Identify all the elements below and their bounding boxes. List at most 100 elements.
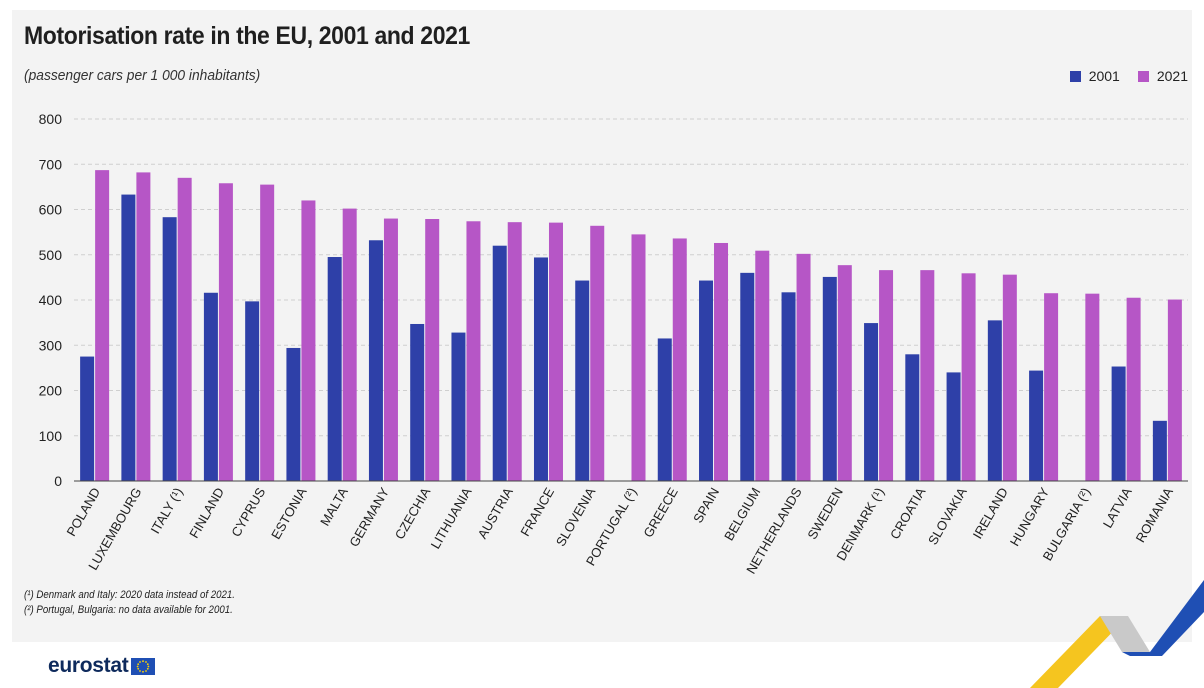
chart-subtitle: (passenger cars per 1 000 inhabitants) (24, 67, 261, 84)
legend-label-2021: 2021 (1156, 68, 1188, 84)
bar-2021 (1126, 297, 1141, 481)
x-tick-label: AUSTRIA (475, 485, 516, 542)
bar-2021 (1085, 293, 1100, 481)
bar-2001 (121, 194, 136, 481)
bar-2001 (1111, 366, 1126, 481)
bar-2021 (837, 265, 852, 481)
y-tick-label: 500 (39, 247, 63, 263)
bar-2021 (796, 253, 811, 481)
bar-2021 (425, 219, 440, 481)
legend-swatch-2021 (1137, 70, 1149, 82)
bar-2001 (740, 272, 755, 481)
bar-2001 (1029, 370, 1044, 481)
x-tick-label: SPAIN (690, 485, 722, 525)
bar-2021 (177, 177, 192, 481)
x-tick-label: FINLAND (186, 485, 227, 541)
x-tick-label: SLOVAKIA (925, 485, 970, 548)
decorative-ribbon-graphic (1030, 580, 1204, 688)
bar-2001 (80, 356, 95, 481)
legend-item-2001: 2001 (1069, 68, 1120, 84)
x-tick-label: IRELAND (970, 485, 1011, 541)
x-tick-label: SLOVENIA (553, 485, 599, 549)
bar-2001 (327, 257, 342, 481)
bar-2001 (203, 292, 218, 481)
bar-2001 (657, 338, 672, 481)
chart-title: Motorisation rate in the EU, 2001 and 20… (24, 22, 470, 50)
logo-text: eurostat (48, 654, 129, 677)
y-tick-label: 200 (39, 383, 63, 399)
bar-2001 (451, 332, 466, 481)
x-tick-label: MALTA (317, 485, 351, 529)
bar-2021 (631, 234, 646, 481)
bar-2001 (864, 323, 879, 481)
bar-2021 (714, 242, 729, 481)
x-tick-label: GREECE (640, 485, 681, 540)
x-tick-label: POLAND (64, 485, 104, 539)
bar-2021 (95, 170, 110, 481)
legend-swatch-2001 (1069, 70, 1081, 82)
eurostat-logo: eurostat (48, 654, 156, 678)
bar-2001 (699, 280, 714, 481)
x-tick-label: SWEDEN (804, 485, 846, 542)
bar-2021 (218, 183, 233, 481)
y-tick-label: 300 (39, 337, 63, 353)
bar-2001 (575, 280, 590, 481)
y-tick-label: 100 (39, 428, 63, 444)
y-tick-label: 0 (54, 473, 62, 489)
x-tick-label: ESTONIA (268, 485, 310, 542)
x-tick-label: FRANCE (517, 485, 557, 539)
bar-chart: 0100200300400500600700800POLANDLUXEMBOUR… (39, 111, 1188, 576)
y-tick-label: 700 (39, 156, 63, 172)
x-tick-label: GERMANY (346, 485, 392, 550)
bar-2001 (946, 372, 961, 481)
bar-2001 (245, 301, 260, 481)
x-tick-label: CROATIA (887, 485, 929, 542)
bar-2001 (162, 217, 177, 481)
bar-2001 (492, 245, 507, 481)
bar-2001 (822, 276, 837, 481)
bar-2001 (286, 347, 301, 481)
x-tick-label: ROMANIA (1133, 485, 1176, 545)
bar-2021 (507, 222, 522, 482)
bar-2001 (533, 257, 548, 481)
bar-2001 (368, 240, 383, 481)
x-tick-label: LITHUANIA (428, 485, 475, 552)
bar-2021 (383, 218, 398, 482)
x-tick-label: BELGIUM (721, 485, 763, 543)
y-tick-label: 600 (39, 202, 63, 218)
bar-2021 (548, 222, 563, 481)
y-tick-label: 400 (39, 292, 63, 308)
legend-item-2021: 2021 (1137, 68, 1188, 84)
bar-2021 (466, 221, 481, 481)
bar-2001 (410, 323, 425, 481)
bar-2021 (1002, 274, 1017, 481)
x-tick-label: CZECHIA (392, 485, 434, 542)
bar-2001 (781, 292, 796, 481)
x-tick-label: LATVIA (1100, 485, 1135, 531)
bar-2021 (1167, 299, 1182, 481)
bar-2021 (920, 270, 935, 481)
bar-2021 (1044, 293, 1059, 481)
bar-2021 (879, 270, 894, 481)
legend-label-2001: 2001 (1088, 68, 1120, 84)
x-tick-label: ITALY (¹) (147, 485, 185, 536)
bar-2021 (672, 238, 687, 481)
bar-2021 (590, 225, 605, 481)
bar-2001 (1152, 420, 1167, 481)
bar-2001 (905, 354, 920, 481)
bar-2021 (755, 250, 770, 481)
x-tick-label: HUNGARY (1007, 485, 1053, 549)
footnote-2: (²) Portugal, Bulgaria: no data availabl… (24, 604, 233, 616)
bar-2021 (961, 273, 976, 481)
eu-flag-icon (131, 657, 156, 675)
bar-2021 (342, 208, 357, 481)
bar-2021 (301, 200, 316, 481)
footnote-1: (¹) Denmark and Italy: 2020 data instead… (24, 589, 235, 601)
footnotes: (¹) Denmark and Italy: 2020 data instead… (24, 588, 235, 618)
chart-legend: 2001 2021 (1069, 68, 1188, 84)
bar-2001 (987, 320, 1002, 481)
bar-2021 (260, 184, 275, 482)
x-tick-label: CYPRUS (228, 485, 268, 540)
bar-2021 (136, 172, 151, 481)
y-tick-label: 800 (39, 111, 63, 127)
